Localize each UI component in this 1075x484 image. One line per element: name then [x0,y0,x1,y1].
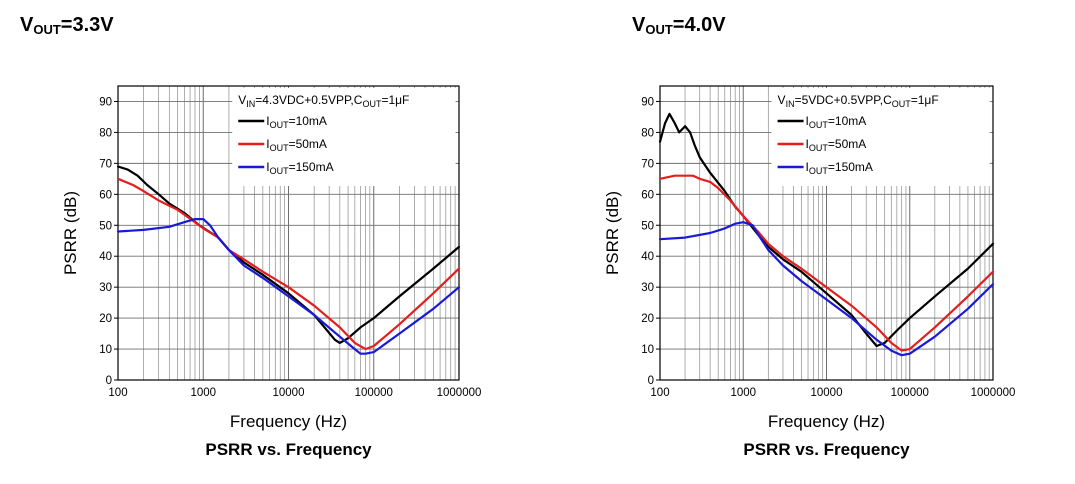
left-grid [118,86,459,380]
right-legend-label: IOUT=50mA [806,137,867,153]
right-ytick-label: 70 [641,158,654,170]
left-title-val: =3.3V [60,14,114,36]
left-caption: PSRR vs. Frequency [205,440,372,459]
right-ytick-label: 60 [641,189,654,201]
left-ytick-label: 90 [99,96,112,108]
left-xtick-label: 100000 [355,387,393,399]
left-title-sub: OUT [33,22,61,37]
left-xtick-label: 10000 [273,387,305,399]
left-title-main: V [20,14,34,36]
right-condition-text: VIN=5VDC+0.5VPP,COUT=1μF [778,93,939,109]
left-ytick-label: 0 [106,375,112,387]
right-xtick-label: 100000 [891,387,929,399]
right-xtick-label: 1000000 [971,387,1016,399]
left-xtick-label: 1000 [190,387,216,399]
right-caption: PSRR vs. Frequency [743,440,910,459]
right-ytick-label: 30 [641,282,654,294]
left-ytick-label: 50 [99,220,112,232]
right-ytick-label: 90 [641,96,654,108]
left-ytick-label: 10 [99,344,112,356]
right-xtick-label: 10000 [811,387,843,399]
left-series-line-10ma [116,165,461,344]
right-ytick-label: 10 [641,344,654,356]
right-xtick-label: 1000 [730,387,756,399]
right-ytick-label: 0 [648,375,654,387]
right-series-line-150ma [658,221,995,357]
right-legend-label: IOUT=150mA [806,160,873,176]
left-plot-frame [117,85,460,381]
right-title-main: V [632,14,646,36]
right-xtick-label: 100 [650,387,669,399]
left-xaxis-label: Frequency (Hz) [230,412,347,431]
right-chart-title: VOUT=4.0V [632,14,726,37]
left-ytick-label: 40 [99,251,112,263]
right-legend-box [771,88,990,186]
left-ytick-label: 20 [99,313,112,325]
left-ytick-label: 70 [99,158,112,170]
left-chart: 0 10 20 30 40 50 60 70 80 90 100 1000 10000 100000 100… [61,85,482,459]
right-ytick-label: 40 [641,251,654,263]
right-plot-frame [659,85,994,381]
right-legend-label: IOUT=10mA [806,114,867,130]
left-xtick-label: 1000000 [437,387,482,399]
left-ytick-label: 60 [99,189,112,201]
left-xtick-label: 100 [108,387,127,399]
right-ytick-label: 50 [641,220,654,232]
left-yaxis-label: PSRR (dB) [61,191,80,275]
left-chart-title: VOUT=3.3V [20,14,114,37]
right-chart: 0 10 20 30 40 50 60 70 80 90 100 1000 10000 100000 100… [603,85,1016,459]
right-series-line-50ma [658,174,995,352]
right-title-sub: OUT [645,22,673,37]
left-legend-label: IOUT=10mA [266,114,327,130]
left-series-line-150ma [116,218,461,355]
right-yaxis-label: PSRR (dB) [603,191,622,275]
right-ytick-label: 80 [641,127,654,139]
left-condition-text: VIN=4.3VDC+0.5VPP,COUT=1μF [238,93,409,109]
right-title-val: =4.0V [672,14,726,36]
right-xaxis-label: Frequency (Hz) [768,412,885,431]
right-ytick-label: 20 [641,313,654,325]
left-legend-box [232,88,456,186]
left-ytick-label: 80 [99,127,112,139]
left-series-line-50ma [116,177,461,351]
left-legend-label: IOUT=150mA [266,160,333,176]
left-ytick-label: 30 [99,282,112,294]
left-legend-label: IOUT=50mA [266,137,327,153]
